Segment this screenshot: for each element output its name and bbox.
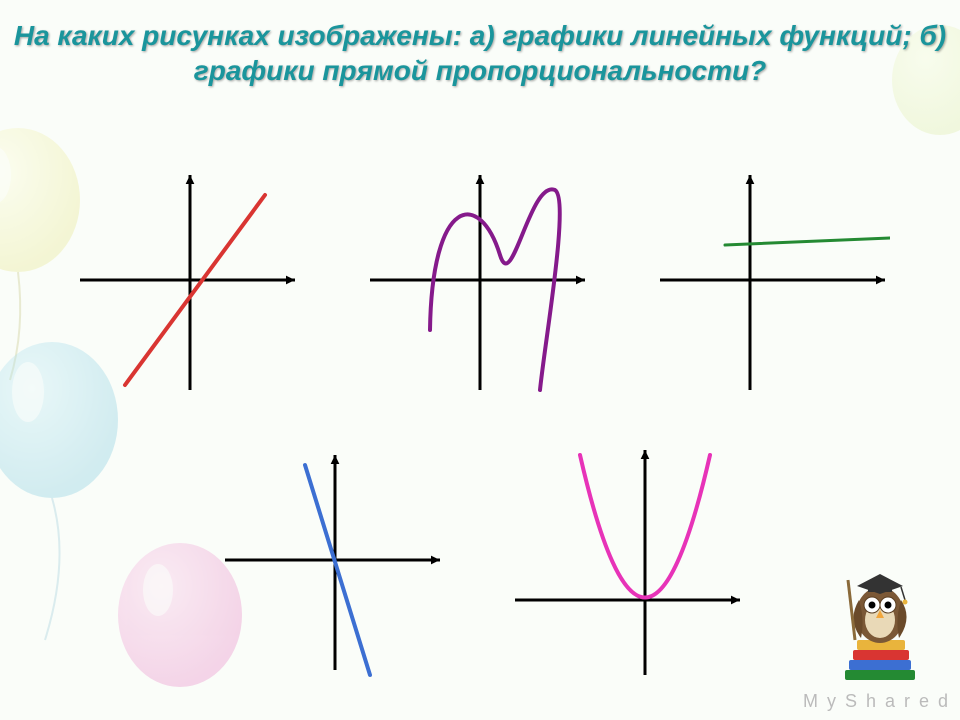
graphs-row-2	[0, 440, 960, 680]
owl-icon	[835, 560, 925, 690]
page: На каких рисунках изображены: а) графики…	[0, 0, 960, 720]
graph-2	[360, 160, 600, 400]
graph-5	[505, 440, 745, 680]
question-title: На каких рисунках изображены: а) графики…	[0, 18, 960, 88]
graph-1	[70, 160, 310, 400]
graph-3	[650, 160, 890, 400]
graph-4	[215, 440, 455, 680]
watermark-text: M y S h a r e d	[803, 691, 950, 712]
graphs-row-1	[0, 160, 960, 400]
